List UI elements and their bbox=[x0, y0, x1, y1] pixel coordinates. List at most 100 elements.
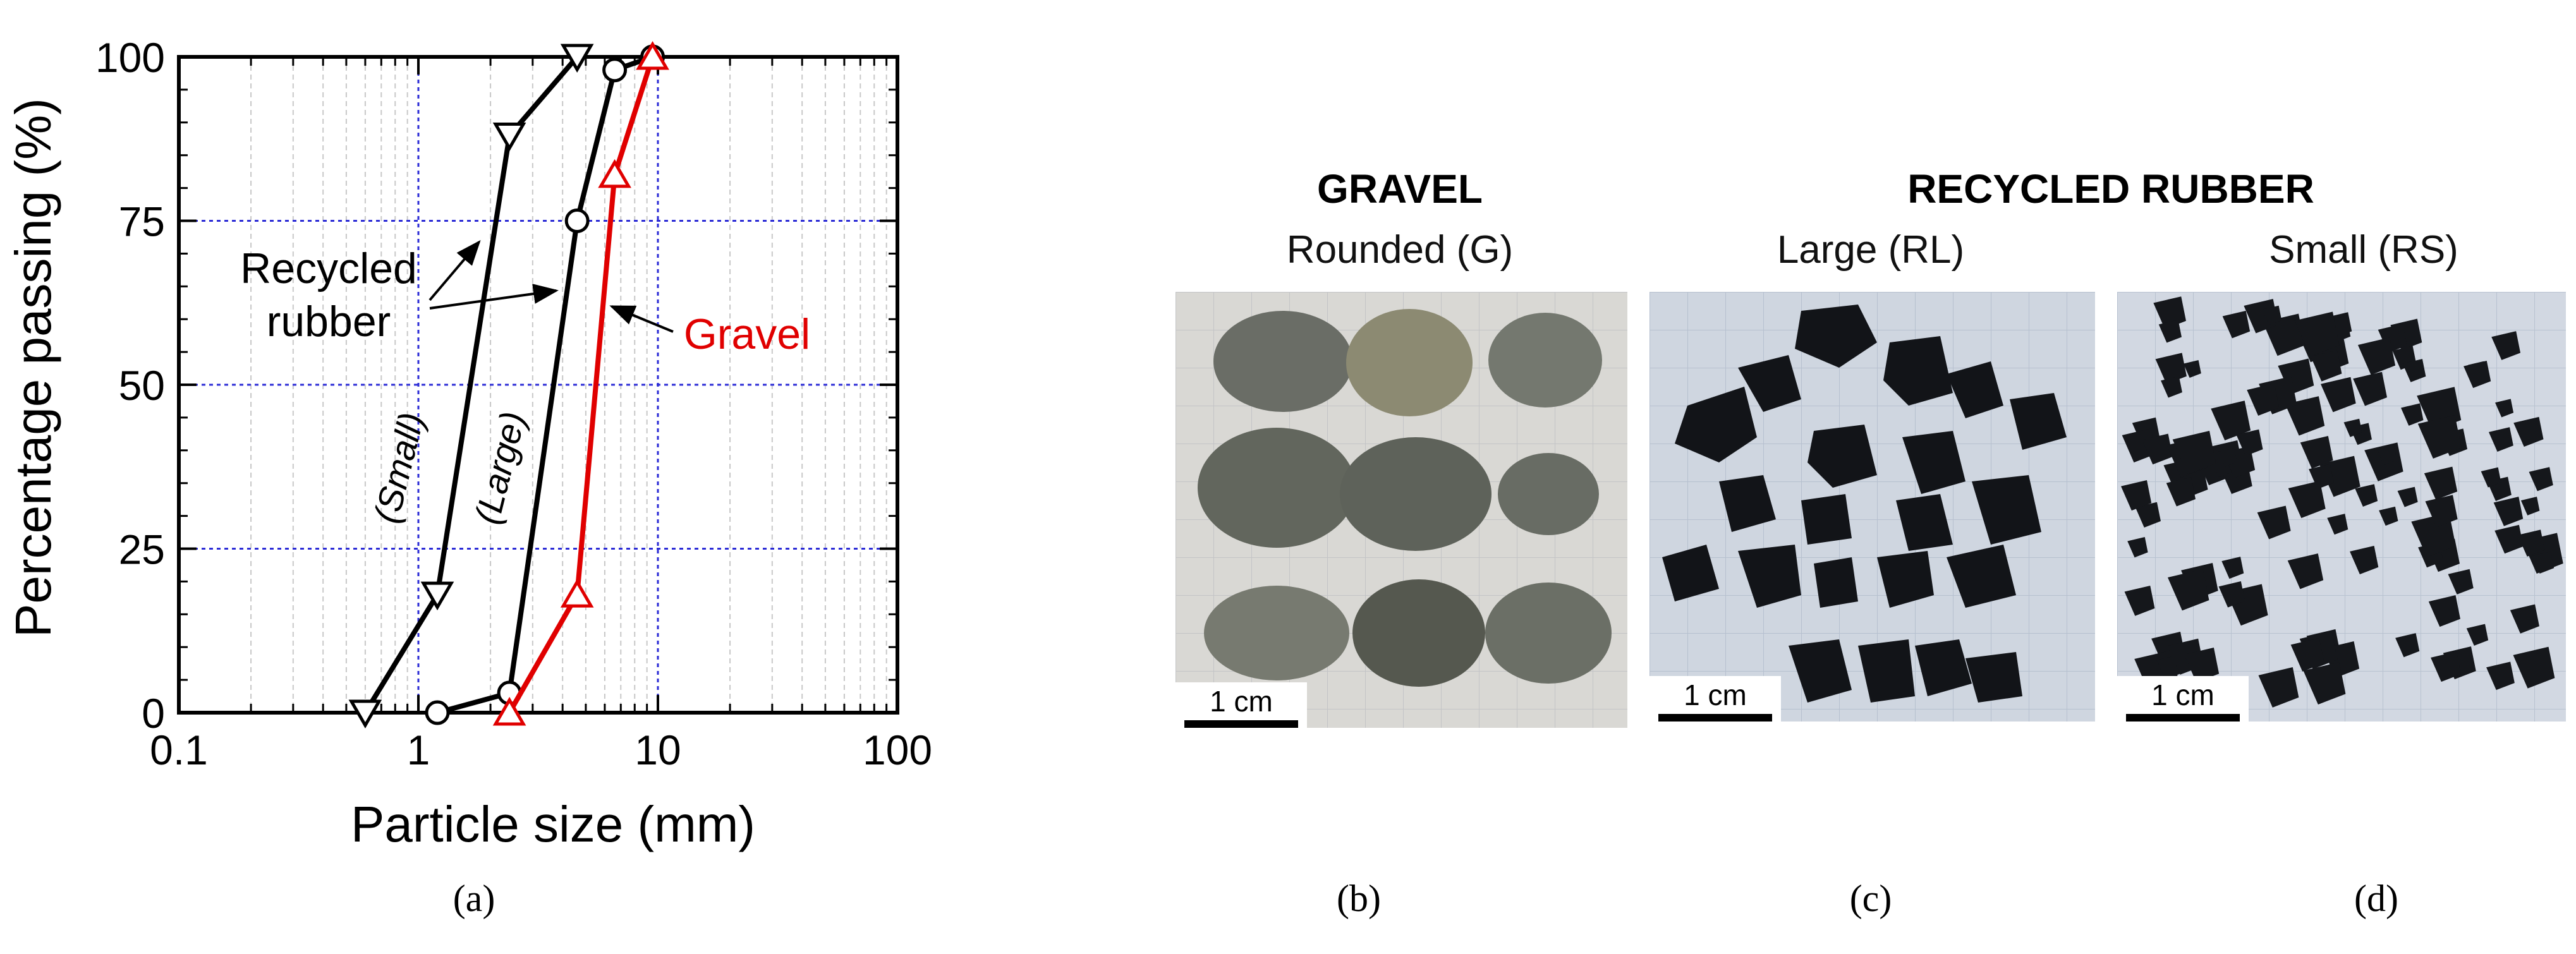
gravel-stones bbox=[1176, 292, 1627, 728]
large-rubber-pieces bbox=[1649, 292, 2095, 722]
rubber-bit bbox=[2287, 553, 2324, 589]
data-point bbox=[492, 123, 526, 152]
rubber-heading: RECYCLED RUBBER bbox=[1907, 166, 2314, 212]
grading-curve-chart: 0.1 1 10 100 0 25 50 75 100 Particle size (mm) P… bbox=[5, 34, 932, 852]
rubber-bit bbox=[2355, 484, 2378, 507]
rubber-bit bbox=[2300, 435, 2333, 469]
data-point bbox=[636, 41, 669, 70]
x-tick-label: 1 bbox=[407, 727, 430, 773]
rubber-bit bbox=[2428, 595, 2460, 627]
rubber-bit bbox=[2121, 480, 2152, 511]
rubber-bit bbox=[2520, 497, 2540, 516]
x-axis-label: Particle size (mm) bbox=[351, 796, 755, 852]
rubber-bit bbox=[2494, 524, 2524, 554]
rubber-bit bbox=[2247, 383, 2280, 416]
arrow-gravel bbox=[609, 305, 674, 333]
series-2 bbox=[492, 41, 669, 726]
series-0 bbox=[348, 44, 594, 728]
small-rubber-pieces bbox=[2117, 292, 2566, 722]
small-rubber-photo: 1 cm bbox=[2117, 292, 2566, 722]
rubber-bit bbox=[2142, 433, 2173, 465]
rubber-bit bbox=[2124, 585, 2155, 616]
rubber-bit bbox=[2486, 661, 2515, 691]
y-tick-label: 0 bbox=[142, 690, 165, 737]
gravel-heading: GRAVEL bbox=[1317, 166, 1483, 212]
rubber-bit bbox=[2127, 536, 2148, 558]
rubber-bit bbox=[2221, 557, 2244, 579]
rubber-bit bbox=[2161, 376, 2182, 398]
rubber-bit bbox=[2532, 552, 2555, 574]
rubber-bit bbox=[2311, 350, 2342, 382]
rubber-bit bbox=[2513, 646, 2555, 689]
rubber-bit bbox=[2172, 430, 2216, 474]
rubber-bit bbox=[2493, 497, 2524, 526]
rubber-bit bbox=[2183, 360, 2201, 378]
y-tick-label: 75 bbox=[119, 198, 165, 245]
rubber-bit bbox=[2379, 506, 2398, 526]
rubber-bit bbox=[2376, 445, 2397, 466]
rubber-bit bbox=[2262, 305, 2282, 325]
rubber-bit bbox=[2481, 467, 2501, 488]
rubber-bit bbox=[2218, 448, 2237, 467]
rubber-bit bbox=[2495, 399, 2514, 418]
tick-labels: 0.1 1 10 100 0 25 50 75 100 bbox=[95, 34, 932, 773]
large-scale-bar: 1 cm bbox=[1649, 676, 1781, 722]
data-point bbox=[425, 700, 450, 725]
data-point bbox=[492, 697, 526, 726]
x-tick-label: 100 bbox=[863, 727, 932, 773]
annotation-large: (Large) bbox=[467, 408, 533, 528]
gravel-caption: Rounded (G) bbox=[1286, 228, 1514, 272]
series-line bbox=[507, 56, 655, 714]
data-point bbox=[602, 57, 628, 83]
y-axis-label: Percentage passing (%) bbox=[5, 98, 61, 637]
data-point bbox=[564, 208, 590, 233]
rubber-bit bbox=[2395, 633, 2420, 658]
rubber-bit bbox=[2257, 505, 2291, 540]
data-point bbox=[560, 579, 594, 608]
rubber-bit bbox=[2211, 401, 2251, 440]
panel-label-c: (c) bbox=[1849, 878, 1892, 919]
rubber-bit bbox=[2466, 624, 2489, 646]
rubber-bit bbox=[2135, 502, 2161, 528]
large-rubber-photo: 1 cm bbox=[1649, 292, 2095, 722]
panel-label-a: (a) bbox=[453, 878, 495, 919]
rubber-bit bbox=[2513, 416, 2544, 447]
chart-grid bbox=[179, 57, 897, 713]
rubber-bit bbox=[2294, 311, 2340, 357]
rubber-bit bbox=[2431, 651, 2461, 682]
data-point bbox=[598, 159, 631, 188]
data-point bbox=[560, 44, 594, 73]
rubber-bit bbox=[2448, 569, 2474, 595]
rubber-bit bbox=[2517, 529, 2545, 557]
data-point bbox=[348, 699, 382, 728]
rubber-bit bbox=[2321, 377, 2356, 413]
rubber-bit bbox=[2258, 667, 2299, 708]
data-point bbox=[420, 581, 454, 611]
annotation-small: (Small) bbox=[366, 409, 432, 527]
y-tick-label: 50 bbox=[119, 362, 165, 409]
rubber-bit bbox=[2122, 428, 2156, 462]
rubber-bit bbox=[2529, 467, 2553, 492]
rubber-bit bbox=[2424, 466, 2458, 500]
annotation-gravel: Gravel bbox=[684, 310, 810, 358]
rubber-bit bbox=[2357, 337, 2396, 375]
x-tick-label: 0.1 bbox=[150, 727, 208, 773]
rubber-bit bbox=[2491, 331, 2521, 360]
panel-label-b: (b) bbox=[1337, 878, 1381, 919]
rubber-bit bbox=[2397, 486, 2418, 507]
rubber-bit bbox=[2400, 403, 2424, 426]
rubber-bit bbox=[2166, 477, 2196, 507]
axis-ticks bbox=[178, 56, 899, 714]
y-tick-label: 25 bbox=[119, 526, 165, 573]
gravel-photo: 1 cm bbox=[1176, 292, 1627, 728]
rubber-bit bbox=[2155, 353, 2187, 384]
annotation-recycled: Recycled bbox=[240, 245, 417, 293]
rubber-bit bbox=[2158, 320, 2182, 343]
rubber-bit bbox=[2510, 604, 2539, 634]
large-scale-label: 1 cm bbox=[1684, 679, 1747, 711]
rubber-bit bbox=[2236, 429, 2263, 456]
gravel-scale-label: 1 cm bbox=[1210, 685, 1273, 718]
rubber-bit bbox=[2425, 495, 2458, 528]
small-scale-label: 1 cm bbox=[2151, 679, 2215, 711]
